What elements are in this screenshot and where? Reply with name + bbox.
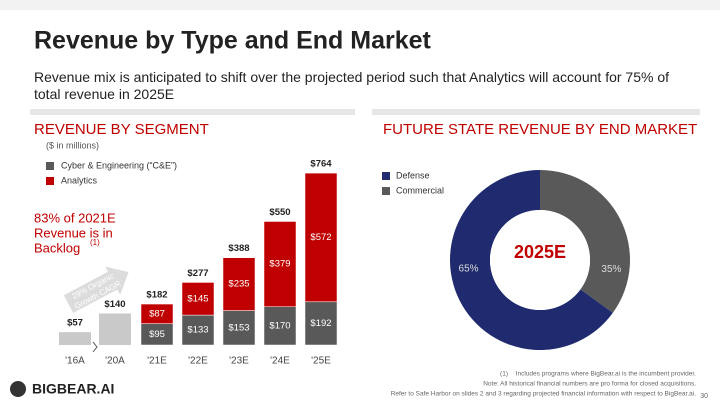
segment-label: $87 <box>149 308 165 319</box>
logo: BIGBEAR.AI <box>10 381 114 397</box>
bar <box>99 313 131 345</box>
arrow-shape <box>63 266 129 313</box>
x-tick-label: '24E <box>270 356 290 367</box>
chart-title: REVENUE BY SEGMENT <box>34 121 209 138</box>
bar-segment <box>263 306 297 346</box>
logo-icon <box>10 381 26 397</box>
chart-subtitle: ($ in millions) <box>46 140 99 150</box>
segment-label: $572 <box>310 232 331 243</box>
annotation: Revenue is in <box>34 225 113 240</box>
bar-segment <box>304 172 338 303</box>
bar-segment <box>140 303 174 324</box>
annotation: 83% of 2021E <box>34 210 116 225</box>
segment-label: $95 <box>149 329 165 340</box>
legend-swatch <box>382 187 390 195</box>
total-label: $388 <box>228 243 249 254</box>
segment-label: $379 <box>269 259 290 270</box>
total-label: $140 <box>104 299 125 310</box>
annotation-marker: (1) <box>90 238 100 247</box>
legend-label: Analytics <box>61 175 98 185</box>
segment-label: $235 <box>228 279 249 290</box>
segment-label: $192 <box>310 318 331 329</box>
bar-segment <box>263 221 297 308</box>
annotation: Backlog <box>34 240 80 255</box>
segment-label: $133 <box>187 325 208 336</box>
segment-label: $145 <box>187 293 208 304</box>
legend-swatch <box>382 172 390 180</box>
footnote: Refer to Safe Harbor on slides 2 and 3 r… <box>391 391 697 398</box>
legend-label: Commercial <box>396 185 444 195</box>
logo-text: BIGBEAR.AI <box>32 381 114 397</box>
footnote: Includes programs where BigBear.ai is th… <box>516 371 696 378</box>
x-tick-label: '22E <box>188 356 208 367</box>
donut-slice <box>540 170 630 313</box>
page-number: 30 <box>700 393 708 400</box>
x-tick-label: '16A <box>65 356 85 367</box>
x-tick-label: '21E <box>147 356 167 367</box>
axis-break <box>92 341 98 353</box>
legend-swatch <box>46 177 54 185</box>
chart-title: FUTURE STATE REVENUE BY END MARKET <box>383 121 697 138</box>
slice-label: 65% <box>459 263 479 274</box>
bar-segment <box>181 282 215 316</box>
slide-subtitle: Revenue mix is anticipated to shift over… <box>34 69 669 102</box>
x-tick-label: '25E <box>311 356 331 367</box>
x-tick-label: '23E <box>229 356 249 367</box>
legend-swatch <box>46 162 54 170</box>
center-label: 2025E <box>514 242 566 262</box>
total-label: $57 <box>67 318 83 329</box>
top-band <box>0 0 720 10</box>
bar-segment <box>222 310 256 346</box>
total-label: $277 <box>187 268 208 279</box>
slice-label: 35% <box>601 264 621 275</box>
bar-segment <box>181 314 215 346</box>
bar <box>59 332 91 345</box>
bar-segment <box>222 257 256 311</box>
donut-slice <box>450 170 613 350</box>
donut-hole <box>490 210 590 310</box>
slide-title: Revenue by Type and End Market <box>34 27 432 55</box>
segment-label: $153 <box>228 322 249 333</box>
legend-label: Cyber & Engineering (“C&E”) <box>61 160 177 170</box>
x-tick-label: '20A <box>105 356 125 367</box>
segment-label: $170 <box>269 320 290 331</box>
total-label: $550 <box>269 207 290 218</box>
footnote-marker: (1) <box>500 371 508 378</box>
total-label: $182 <box>146 290 167 301</box>
footnote: Note: All historical financial numbers a… <box>483 381 696 388</box>
legend-label: Defense <box>396 170 430 180</box>
total-label: $764 <box>310 159 332 170</box>
